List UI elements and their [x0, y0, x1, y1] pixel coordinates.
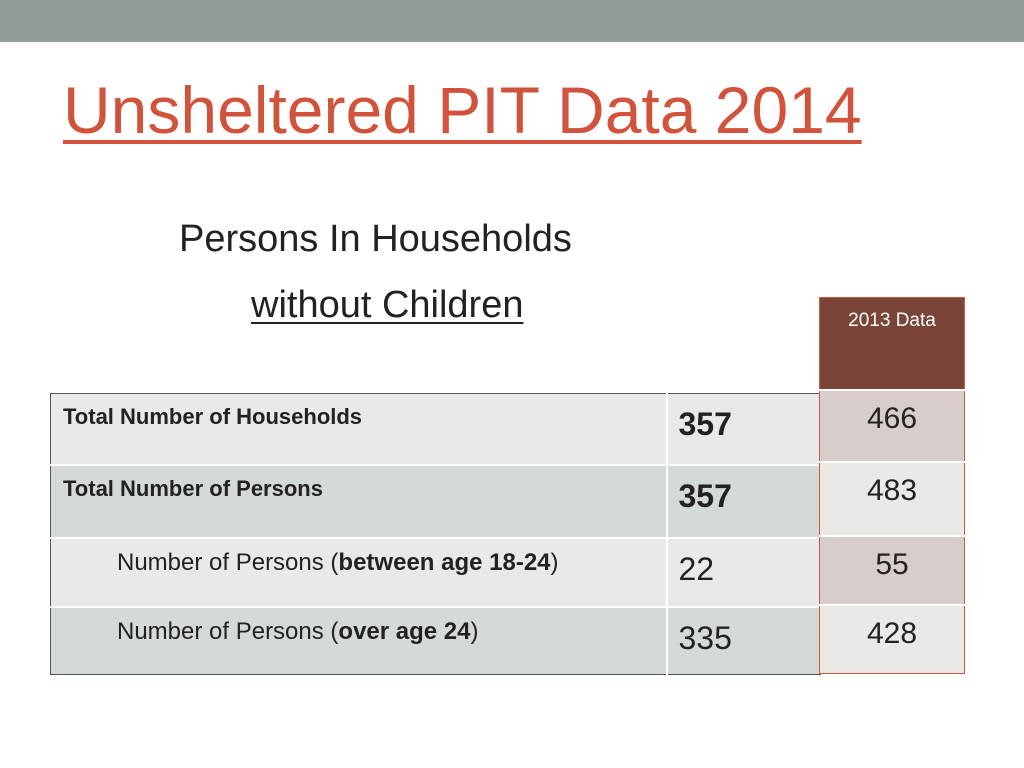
label-prefix: Number of Persons (: [117, 617, 339, 645]
label-bold: between age 18-24: [338, 548, 551, 576]
row-label-households: Total Number of Households: [63, 404, 363, 429]
value-2013-persons: 483: [866, 474, 918, 508]
table-row: Number of Persons (between age 18-24) 22: [50, 536, 821, 607]
row-label-cell: Number of Persons (over age 24): [50, 605, 667, 675]
value-2014-cell: 357: [665, 463, 821, 538]
row-label-persons: Total Number of Persons: [63, 475, 323, 501]
subtitle-line-1: Persons In Households: [179, 218, 572, 260]
table-row: Total Number of Persons 357: [50, 463, 821, 538]
value-2013-age-18-24: 55: [875, 547, 909, 581]
table-row: 428: [819, 604, 965, 674]
value-2013-cell: 483: [819, 461, 965, 536]
table-row: 55: [819, 534, 965, 606]
value-2014-cell: 22: [665, 536, 821, 607]
table-header-row: 2013 Data: [819, 297, 965, 390]
table-row: Total Number of Households 357: [50, 393, 821, 465]
table-row: 466: [819, 388, 965, 463]
top-band: [0, 0, 1024, 42]
value-2014-households: 357: [678, 406, 732, 442]
label-prefix: Number of Persons (: [117, 548, 339, 576]
value-2013-households: 466: [866, 401, 918, 435]
label-bold: over age 24: [338, 617, 471, 645]
value-2014-cell: 335: [665, 605, 821, 675]
value-2013-cell: 55: [819, 534, 965, 606]
data-2013-table: 2013 Data 466 483 55 428: [819, 297, 965, 674]
value-2014-persons: 357: [678, 477, 732, 514]
row-label-cell: Total Number of Households: [50, 393, 667, 465]
table-row: Number of Persons (over age 24) 335: [50, 605, 821, 675]
value-2013-cell: 428: [819, 604, 965, 674]
value-2013-over-24: 428: [866, 617, 918, 651]
row-label-over-24: Number of Persons (over age 24): [51, 608, 666, 646]
slide-title: Unsheltered PIT Data 2014: [63, 73, 862, 147]
value-2014-over-24: 335: [678, 619, 732, 656]
data-2013-header: 2013 Data: [819, 297, 965, 390]
table-row: 483: [819, 461, 965, 536]
label-suffix: ): [550, 548, 559, 576]
subtitle-line-2: without Children: [251, 284, 524, 326]
pit-data-table: Total Number of Households 357 Total Num…: [50, 393, 821, 675]
row-label-age-18-24: Number of Persons (between age 18-24): [51, 539, 666, 577]
label-suffix: ): [470, 617, 479, 645]
value-2014-age-18-24: 22: [678, 550, 715, 587]
value-2014-cell: 357: [665, 393, 821, 465]
row-label-cell: Number of Persons (between age 18-24): [50, 536, 667, 607]
row-label-cell: Total Number of Persons: [50, 463, 667, 538]
value-2013-cell: 466: [819, 388, 965, 463]
